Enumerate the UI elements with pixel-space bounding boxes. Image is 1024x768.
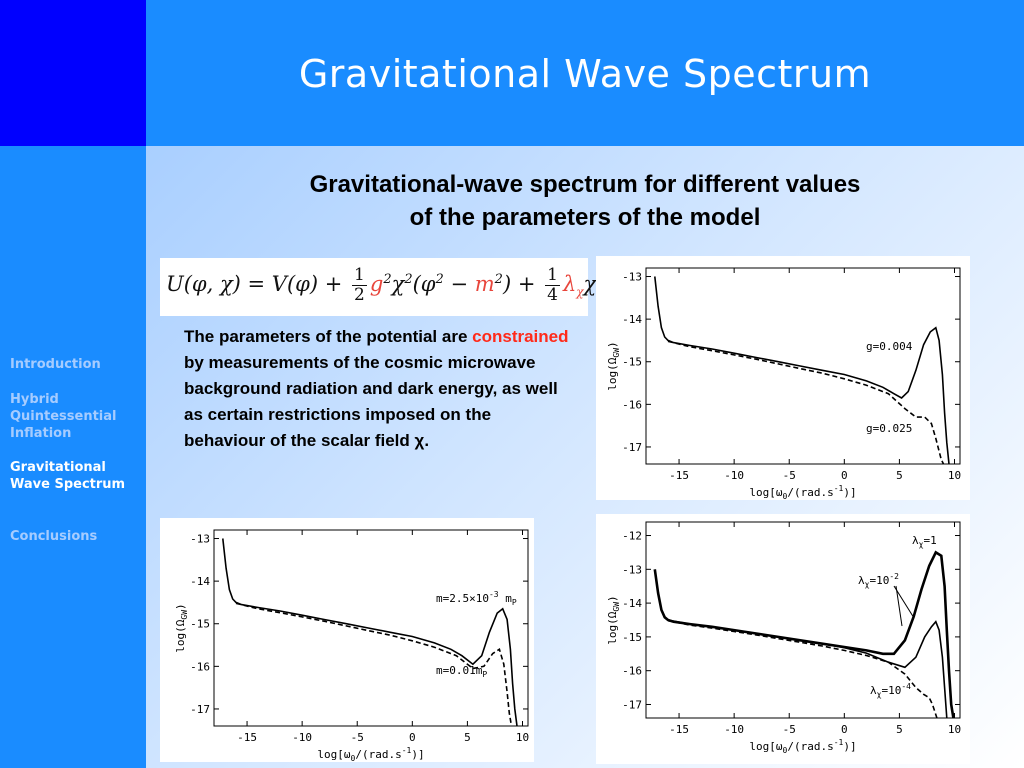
eq-g-param: g bbox=[369, 272, 384, 296]
plot-frame bbox=[645, 521, 961, 719]
chart-g-coupling: g=0.004 g=0.025 -15 -10 -5 0 5 10 -13 -14 -15 -16… bbox=[596, 256, 970, 500]
series-line-1 bbox=[235, 602, 513, 727]
chart-lambda: λχ=1 λχ=10-2 λχ=10-4 -15 -10 -5 0 5 10 -12 -13 -… bbox=[596, 514, 970, 764]
y-tick-label: -14 bbox=[190, 575, 210, 588]
series-line-1 bbox=[667, 340, 945, 465]
y-tick-label: -16 bbox=[622, 398, 642, 411]
legend-label-lambda-1e-4: λχ=10-4 bbox=[870, 682, 911, 699]
x-tick-label: 10 bbox=[516, 731, 529, 744]
legend-label-m-001: m=0.01mP bbox=[436, 664, 487, 679]
x-tick-label: -5 bbox=[783, 723, 796, 736]
x-tick-label: 0 bbox=[409, 731, 416, 744]
x-tick-label: -15 bbox=[237, 731, 257, 744]
y-axis-label: log(ΩGW) bbox=[606, 341, 621, 390]
y-tick-label: -14 bbox=[622, 313, 642, 326]
legend-label-g-0025: g=0.025 bbox=[866, 422, 912, 435]
annotation-arrow-2 bbox=[895, 585, 903, 627]
y-tick-label: -14 bbox=[622, 597, 642, 610]
legend-label-lambda-1e-2: λχ=10-2 bbox=[858, 572, 899, 589]
x-tick-label: -10 bbox=[292, 731, 312, 744]
chart-mass: m=2.5×10-3 mP m=0.01mP -15 -10 -5 0 5 10 -13 -1… bbox=[160, 518, 534, 762]
nav-item-hybrid-quintessential-inflation[interactable]: Hybrid Quintessential Inflation bbox=[10, 392, 117, 441]
x-tick-label: 5 bbox=[464, 731, 471, 744]
x-tick-label: 0 bbox=[841, 469, 848, 482]
nav-item-introduction[interactable]: Introduction bbox=[10, 357, 101, 372]
chart-mass-svg: m=2.5×10-3 mP m=0.01mP -15 -10 -5 0 5 10 -13 -1… bbox=[174, 529, 529, 762]
eq-m-param: m bbox=[474, 272, 495, 296]
nav-item-conclusions[interactable]: Conclusions bbox=[10, 529, 98, 544]
heading-line-1: Gravitational-wave spectrum for differen… bbox=[309, 171, 861, 198]
legend-label-m-25e-3: m=2.5×10-3 mP bbox=[436, 590, 517, 607]
plot-frame bbox=[213, 529, 529, 727]
x-axis-label: log[ω0/(rad.s-1)] bbox=[749, 738, 856, 755]
plot-frame bbox=[645, 267, 961, 465]
annotation-arrow-1 bbox=[893, 585, 915, 619]
eq-lhs: U(φ, χ) = V(φ) + bbox=[166, 272, 343, 296]
y-tick-label: -17 bbox=[622, 698, 642, 711]
x-tick-label: -5 bbox=[783, 469, 796, 482]
y-axis-label: log(ΩGW) bbox=[606, 595, 621, 644]
chart-g-coupling-svg: g=0.004 g=0.025 -15 -10 -5 0 5 10 -13 -14 -15 -16… bbox=[606, 267, 961, 500]
series-line-0 bbox=[654, 276, 950, 465]
y-tick-label: -12 bbox=[622, 530, 642, 543]
y-tick-label: -13 bbox=[622, 271, 642, 284]
y-tick-label: -13 bbox=[622, 563, 642, 576]
x-tick-label: -10 bbox=[724, 469, 744, 482]
x-tick-label: -5 bbox=[351, 731, 364, 744]
title-bar bbox=[146, 0, 1024, 146]
sidebar bbox=[0, 146, 146, 768]
slide-title: Gravitational Wave Spectrum bbox=[298, 52, 872, 96]
equation-panel bbox=[160, 258, 588, 316]
potential-equation: U(φ, χ) = V(φ) + 1 2 g2χ2(φ2 − m2) + 1 4 λχχ… bbox=[166, 265, 605, 305]
legend-label-g-0004: g=0.004 bbox=[866, 340, 913, 353]
y-tick-label: -17 bbox=[190, 703, 210, 716]
x-tick-label: 5 bbox=[896, 469, 903, 482]
y-axis-label: log(ΩGW) bbox=[174, 603, 189, 652]
corner-block bbox=[0, 0, 146, 146]
constrained-highlight: constrained bbox=[472, 327, 569, 346]
x-axis-label: log[ω0/(rad.s-1)] bbox=[317, 746, 424, 762]
eq-lambda-param: λχ bbox=[562, 272, 584, 300]
x-tick-label: 0 bbox=[841, 723, 848, 736]
y-tick-label: -16 bbox=[190, 660, 210, 673]
description-text: The parameters of the potential are cons… bbox=[184, 327, 569, 450]
series-line-0 bbox=[653, 550, 955, 719]
x-tick-label: 10 bbox=[948, 469, 961, 482]
nav-item-gravitational-wave-spectrum[interactable]: Gravitational Wave Spectrum bbox=[10, 460, 126, 492]
y-tick-label: -15 bbox=[622, 631, 642, 644]
x-tick-label: 10 bbox=[948, 723, 961, 736]
series-line-2 bbox=[667, 619, 938, 719]
y-tick-label: -15 bbox=[190, 618, 210, 631]
x-tick-label: -15 bbox=[669, 723, 689, 736]
y-tick-label: -13 bbox=[190, 533, 210, 546]
heading-line-2: of the parameters of the model bbox=[409, 204, 761, 231]
y-tick-label: -17 bbox=[622, 441, 642, 454]
series-line-0 bbox=[222, 538, 518, 727]
slide-heading: Gravitational-wave spectrum for differen… bbox=[240, 168, 930, 234]
chart-lambda-svg: λχ=1 λχ=10-2 λχ=10-4 -15 -10 -5 0 5 10 -12 -13 -… bbox=[606, 521, 961, 755]
x-tick-label: -15 bbox=[669, 469, 689, 482]
legend-label-lambda-1: λχ=1 bbox=[912, 534, 937, 549]
x-axis-label: log[ω0/(rad.s-1)] bbox=[749, 484, 856, 500]
y-tick-label: -16 bbox=[622, 665, 642, 678]
x-tick-label: -10 bbox=[724, 723, 744, 736]
series-line-1 bbox=[667, 619, 948, 719]
y-tick-label: -15 bbox=[622, 356, 642, 369]
chi-symbol: χ bbox=[414, 431, 425, 450]
x-tick-label: 5 bbox=[896, 723, 903, 736]
